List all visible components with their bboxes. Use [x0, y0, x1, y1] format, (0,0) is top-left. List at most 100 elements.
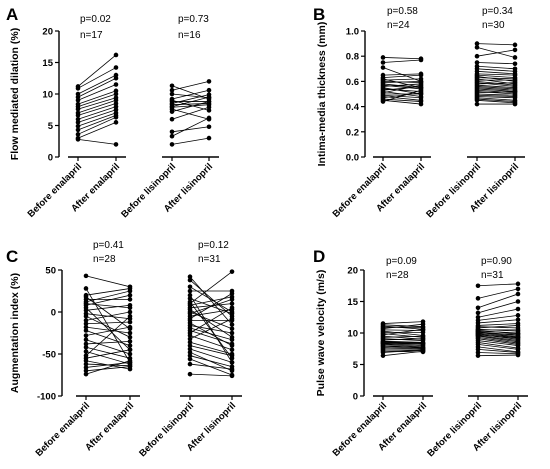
before-point	[83, 318, 89, 323]
pair-line	[85, 326, 131, 336]
y-tick-label: 0.0	[346, 153, 359, 164]
after-point	[206, 124, 212, 130]
panel-letter: A	[6, 5, 18, 24]
pair-line	[77, 121, 117, 139]
before-point	[83, 349, 89, 354]
pair-line	[477, 352, 519, 355]
y-tick-label: 1.0	[346, 27, 359, 38]
after-point	[229, 269, 235, 274]
pair-line	[476, 82, 516, 85]
after-point	[229, 360, 235, 365]
after-point	[206, 79, 212, 84]
p-value: p=0.02	[80, 14, 111, 25]
y-tick-label: 0	[48, 153, 53, 164]
after-point	[420, 336, 426, 341]
before-point	[169, 83, 175, 89]
after-point	[206, 101, 212, 106]
panel-b: B 0.0 0.2 0.4 0.6 0.8 1.0 Intima-media thicknes…	[313, 5, 525, 220]
before-point	[75, 98, 81, 103]
n-count: n=16	[178, 30, 201, 41]
n-count: n=31	[481, 270, 504, 281]
after-point	[229, 311, 235, 316]
after-point	[512, 42, 518, 48]
before-point	[83, 333, 89, 338]
pair-line	[189, 318, 233, 340]
pair-line	[476, 74, 516, 79]
y-tick-label: 0.2	[346, 127, 359, 138]
pair-line	[382, 57, 422, 60]
pair-line	[476, 77, 516, 80]
after-point	[113, 107, 119, 113]
after-point	[229, 366, 235, 372]
n-count: n=28	[386, 270, 409, 281]
after-point	[420, 321, 426, 327]
after-point	[127, 358, 133, 364]
after-point	[127, 330, 133, 336]
after-point	[515, 291, 521, 297]
pair-line	[476, 86, 516, 90]
pair-line	[189, 345, 233, 357]
pair-line	[382, 324, 424, 328]
pair-line	[77, 112, 117, 127]
after-point	[229, 341, 235, 347]
panel-letter: B	[313, 5, 325, 24]
pair-line	[85, 349, 131, 359]
pair-line	[382, 92, 422, 99]
after-point	[512, 101, 518, 107]
before-point	[83, 365, 89, 370]
pair-line	[382, 74, 422, 79]
before-point	[475, 296, 481, 301]
after-point	[127, 319, 133, 325]
pair-line	[382, 87, 422, 95]
n-count: n=24	[387, 20, 410, 31]
pair-line	[189, 286, 233, 313]
n-count: n=28	[93, 254, 116, 265]
before-point	[380, 353, 386, 358]
before-point	[475, 350, 481, 355]
n-count: n=31	[198, 254, 221, 265]
pair-line	[382, 94, 422, 99]
before-point	[475, 305, 481, 311]
after-point	[418, 87, 424, 93]
after-point	[229, 353, 235, 358]
pair-line	[77, 99, 117, 114]
pair-line	[477, 338, 519, 345]
pair-line	[476, 96, 516, 99]
before-point	[187, 361, 193, 367]
before-point	[169, 133, 175, 139]
after-point	[229, 305, 235, 311]
after-point	[229, 330, 235, 336]
pair-line	[476, 97, 516, 101]
after-point	[515, 352, 521, 358]
pair-line	[189, 373, 233, 377]
pair-line	[382, 342, 424, 345]
after-point	[206, 95, 212, 101]
before-point	[187, 296, 193, 301]
pair-line	[85, 288, 131, 363]
pair-line	[189, 341, 233, 355]
pair-line	[171, 89, 210, 100]
before-point	[187, 353, 193, 358]
panel-letter: C	[6, 247, 18, 266]
pair-line	[189, 296, 233, 306]
after-point	[113, 142, 119, 147]
pair-line	[85, 341, 131, 345]
before-point	[474, 101, 480, 107]
pair-line	[171, 101, 210, 113]
pair-line	[476, 82, 516, 87]
before-point	[83, 321, 89, 327]
pair-line	[382, 81, 422, 84]
after-point	[512, 61, 518, 67]
before-point	[187, 333, 193, 338]
before-point	[187, 343, 193, 348]
after-point	[127, 364, 133, 369]
after-point	[113, 75, 119, 81]
pair-line	[171, 103, 210, 106]
pair-line	[85, 290, 131, 303]
pair-line	[476, 89, 516, 94]
pair-line	[477, 283, 519, 287]
before-point	[75, 120, 81, 125]
pair-line	[382, 99, 422, 105]
pair-line	[77, 74, 117, 95]
